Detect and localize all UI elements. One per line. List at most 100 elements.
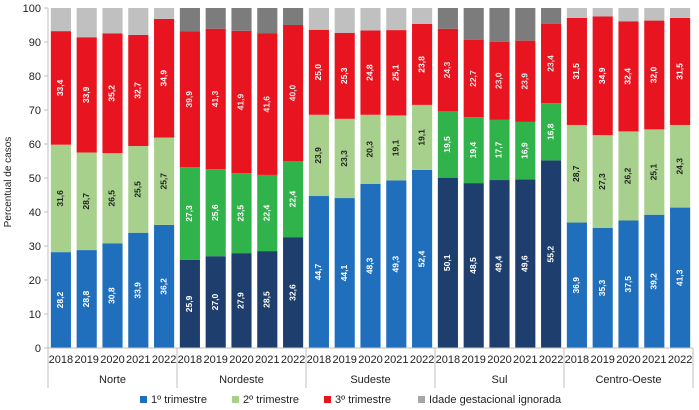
bar-segment-2nd-trimester (205, 169, 226, 257)
bar-segment-3rd-trimester (102, 33, 123, 154)
bar-segment-3rd-trimester (437, 28, 458, 112)
x-tick-year: 2022 (410, 354, 434, 366)
legend-label: 3º trimestre (335, 394, 391, 406)
data-label: 23,3 (339, 150, 349, 167)
data-label: 16,8 (545, 123, 555, 140)
x-tick-year: 2019 (74, 354, 98, 366)
x-group-label: Nordeste (219, 374, 264, 386)
bar-segment-2nd-trimester (644, 129, 665, 215)
x-tick-year: 2020 (229, 354, 253, 366)
data-label: 55,2 (545, 246, 555, 263)
data-label: 39,9 (184, 91, 194, 108)
data-label: 37,5 (623, 276, 633, 293)
x-tick-year: 2018 (436, 354, 460, 366)
data-label: 41,6 (262, 96, 272, 113)
bar-segment-1st-trimester (283, 237, 304, 348)
data-label: 28,2 (55, 292, 65, 309)
data-label: 32,4 (623, 68, 633, 85)
data-label: 23,9 (520, 73, 530, 90)
bar-segment-2nd-trimester (102, 153, 123, 244)
bar-segment-2nd-trimester (128, 146, 149, 233)
data-label: 33,9 (81, 86, 91, 103)
bar-segment-ignored (76, 8, 97, 38)
bar-segment-3rd-trimester (231, 30, 252, 174)
x-tick-year: 2022 (281, 354, 305, 366)
data-label: 22,4 (287, 191, 297, 208)
bar-segment-1st-trimester (102, 243, 123, 348)
bar-segment-2nd-trimester (541, 103, 562, 161)
bar-segment-3rd-trimester (50, 31, 71, 145)
bar-segment-1st-trimester (334, 198, 355, 348)
bar-segment-1st-trimester (541, 160, 562, 348)
bar-segment-ignored (205, 8, 226, 29)
data-label: 19,1 (391, 139, 401, 156)
legend-swatch (418, 396, 425, 403)
y-tick-label: 90 (29, 37, 41, 49)
data-label: 30,8 (107, 287, 117, 304)
data-label: 24,3 (442, 62, 452, 79)
bar-segment-ignored (386, 8, 407, 31)
data-label: 25,6 (210, 204, 220, 221)
bar-segment-1st-trimester (257, 251, 278, 348)
x-tick-year: 2018 (565, 354, 589, 366)
data-label: 23,5 (236, 205, 246, 222)
x-tick-year: 2021 (384, 354, 408, 366)
x-tick-year: 2020 (616, 354, 640, 366)
x-tick-year: 2019 (332, 354, 356, 366)
bar-segment-1st-trimester (644, 214, 665, 348)
data-label: 41,9 (236, 93, 246, 110)
bar-segment-3rd-trimester (412, 23, 433, 105)
data-label: 32,6 (287, 284, 297, 301)
bar-segment-2nd-trimester (50, 144, 71, 253)
bar-segment-2nd-trimester (566, 124, 587, 223)
y-axis-title: Percentual de casos (3, 137, 14, 228)
bar-segment-1st-trimester (592, 227, 613, 348)
y-tick-label: 20 (29, 275, 41, 287)
bar-segment-2nd-trimester (154, 137, 175, 225)
bar-segment-ignored (231, 8, 252, 31)
bar-segment-1st-trimester (50, 252, 71, 348)
bar-segment-ignored (334, 8, 355, 33)
data-label: 16,9 (520, 142, 530, 159)
data-label: 32,7 (133, 82, 143, 99)
bar-segment-ignored (308, 8, 329, 30)
data-label: 32,0 (649, 66, 659, 83)
bar-segment-3rd-trimester (670, 17, 691, 125)
y-tick-label: 50 (29, 173, 41, 185)
x-tick-year: 2020 (358, 354, 382, 366)
bar-segment-1st-trimester (437, 177, 458, 348)
data-label: 40,0 (287, 84, 297, 101)
data-label: 27,9 (236, 292, 246, 309)
bar-segment-2nd-trimester (592, 135, 613, 228)
bar-segment-3rd-trimester (618, 21, 639, 132)
data-label: 19,4 (468, 142, 478, 159)
bar-segment-2nd-trimester (360, 114, 381, 184)
x-tick-year: 2022 (539, 354, 563, 366)
bar-segment-2nd-trimester (412, 104, 433, 170)
bar-segment-ignored (102, 8, 123, 34)
data-label: 49,4 (494, 255, 504, 272)
x-tick-year: 2018 (307, 354, 331, 366)
data-label: 26,5 (107, 190, 117, 207)
bar-segment-2nd-trimester (386, 115, 407, 181)
data-label: 31,6 (55, 190, 65, 207)
x-tick-year: 2021 (255, 354, 279, 366)
bar-segment-3rd-trimester (154, 18, 175, 138)
bar-segment-ignored (541, 8, 562, 24)
bar-segment-ignored (257, 8, 278, 34)
bar-segment-3rd-trimester (566, 17, 587, 125)
data-label: 33,4 (55, 79, 65, 96)
data-label: 23,9 (313, 147, 323, 164)
bar-segment-2nd-trimester (257, 174, 278, 252)
bar-segment-3rd-trimester (179, 31, 200, 168)
bar-segment-1st-trimester (360, 183, 381, 348)
x-tick-year: 2019 (203, 354, 227, 366)
legend-swatch (140, 396, 147, 403)
data-label: 25,9 (184, 295, 194, 312)
bar-segment-3rd-trimester (257, 33, 278, 175)
data-label: 41,3 (674, 269, 684, 286)
bar-segment-3rd-trimester (205, 28, 226, 170)
bar-segment-3rd-trimester (76, 37, 97, 153)
data-label: 41,3 (210, 90, 220, 107)
bar-segment-ignored (592, 8, 613, 17)
